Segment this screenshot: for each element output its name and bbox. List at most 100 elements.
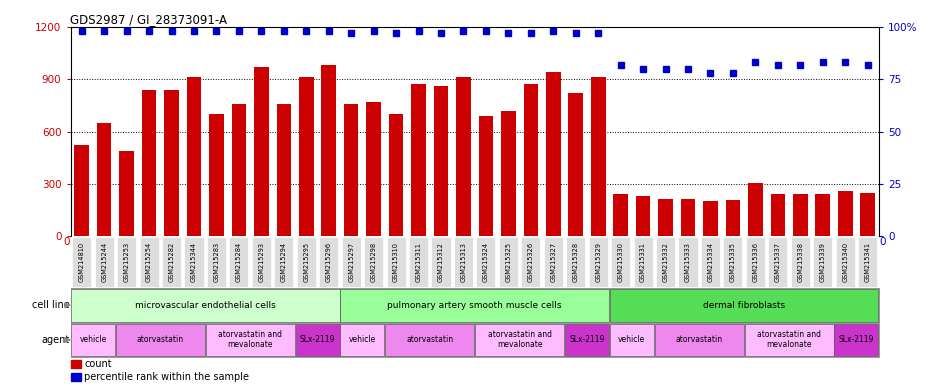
Bar (591, 78, 605, 236)
Text: GSM215340: GSM215340 (842, 242, 848, 282)
Bar (276, 104, 291, 236)
FancyBboxPatch shape (385, 324, 475, 356)
Bar (97, 123, 112, 236)
FancyBboxPatch shape (72, 237, 91, 287)
FancyBboxPatch shape (475, 324, 564, 356)
Bar (299, 78, 314, 236)
FancyBboxPatch shape (588, 237, 608, 287)
Text: GSM215254: GSM215254 (146, 242, 152, 282)
Text: GSM215324: GSM215324 (483, 242, 489, 282)
Text: GSM215294: GSM215294 (281, 242, 287, 282)
Bar (231, 104, 246, 236)
FancyBboxPatch shape (454, 237, 473, 287)
Bar (658, 199, 673, 236)
Text: GSM215335: GSM215335 (730, 242, 736, 282)
Text: SLx-2119: SLx-2119 (570, 335, 604, 344)
FancyBboxPatch shape (229, 237, 248, 287)
FancyBboxPatch shape (116, 324, 205, 356)
Text: vehicle: vehicle (619, 335, 646, 344)
Text: agent: agent (41, 335, 70, 345)
FancyBboxPatch shape (364, 237, 384, 287)
FancyBboxPatch shape (340, 289, 609, 321)
Text: GSM215298: GSM215298 (370, 242, 377, 282)
Bar (367, 102, 381, 236)
Text: SLx-2119: SLx-2119 (838, 335, 874, 344)
Text: GSM215284: GSM215284 (236, 242, 242, 282)
Bar (703, 201, 718, 236)
Bar (389, 114, 403, 236)
Text: GSM215326: GSM215326 (528, 242, 534, 282)
FancyBboxPatch shape (297, 237, 316, 287)
Bar (501, 111, 516, 236)
Text: GSM215339: GSM215339 (820, 242, 825, 282)
Text: GSM215282: GSM215282 (168, 242, 175, 282)
Text: GSM215344: GSM215344 (191, 242, 197, 282)
FancyBboxPatch shape (206, 324, 294, 356)
Bar (569, 93, 583, 236)
Text: GSM215253: GSM215253 (124, 242, 130, 282)
FancyBboxPatch shape (184, 237, 204, 287)
FancyBboxPatch shape (386, 237, 406, 287)
Text: pulmonary artery smooth muscle cells: pulmonary artery smooth muscle cells (387, 301, 562, 310)
Bar (187, 78, 201, 236)
Text: atorvastatin: atorvastatin (406, 335, 453, 344)
Text: GSM214810: GSM214810 (79, 242, 85, 282)
FancyBboxPatch shape (118, 237, 136, 287)
Bar (546, 72, 560, 236)
Text: atorvastatin and
mevalonate: atorvastatin and mevalonate (488, 331, 552, 349)
Text: GSM215341: GSM215341 (865, 242, 870, 282)
FancyBboxPatch shape (858, 237, 877, 287)
FancyBboxPatch shape (70, 289, 339, 321)
Bar (74, 146, 89, 236)
Bar (210, 114, 224, 236)
FancyBboxPatch shape (162, 237, 181, 287)
Bar (860, 192, 875, 236)
Text: vehicle: vehicle (79, 335, 106, 344)
Bar (70, 373, 81, 381)
Text: SLx-2119: SLx-2119 (300, 335, 336, 344)
FancyBboxPatch shape (611, 237, 630, 287)
FancyBboxPatch shape (836, 237, 854, 287)
Bar (681, 199, 696, 236)
FancyBboxPatch shape (745, 237, 765, 287)
Text: dermal fibroblasts: dermal fibroblasts (703, 301, 785, 310)
FancyBboxPatch shape (295, 324, 339, 356)
FancyBboxPatch shape (431, 237, 450, 287)
Text: 0: 0 (64, 237, 70, 247)
Bar (614, 194, 628, 236)
FancyBboxPatch shape (252, 237, 271, 287)
Bar (748, 183, 762, 236)
Text: GSM215310: GSM215310 (393, 242, 399, 282)
Text: GSM215283: GSM215283 (213, 242, 219, 282)
Bar (70, 360, 81, 368)
Text: atorvastatin: atorvastatin (676, 335, 723, 344)
Text: GSM215313: GSM215313 (461, 242, 466, 282)
Text: atorvastatin and
mevalonate: atorvastatin and mevalonate (757, 331, 821, 349)
FancyBboxPatch shape (566, 237, 586, 287)
Bar (412, 84, 426, 236)
FancyBboxPatch shape (341, 237, 361, 287)
FancyBboxPatch shape (634, 237, 652, 287)
FancyBboxPatch shape (679, 237, 697, 287)
Bar (793, 194, 807, 236)
FancyBboxPatch shape (656, 237, 675, 287)
Text: GSM215244: GSM215244 (102, 242, 107, 282)
Text: atorvastatin: atorvastatin (136, 335, 184, 344)
FancyBboxPatch shape (70, 324, 115, 356)
FancyBboxPatch shape (610, 289, 879, 321)
FancyBboxPatch shape (543, 237, 563, 287)
Text: vehicle: vehicle (349, 335, 376, 344)
FancyBboxPatch shape (813, 237, 832, 287)
Bar (254, 67, 269, 236)
FancyBboxPatch shape (139, 237, 159, 287)
Bar (478, 116, 494, 236)
Text: GSM215338: GSM215338 (797, 242, 804, 282)
Text: GSM215334: GSM215334 (708, 242, 713, 282)
Text: GSM215311: GSM215311 (415, 242, 421, 282)
FancyBboxPatch shape (274, 237, 293, 287)
Text: percentile rank within the sample: percentile rank within the sample (85, 372, 249, 382)
FancyBboxPatch shape (477, 237, 495, 287)
Bar (771, 194, 785, 236)
Bar (838, 191, 853, 236)
Bar (321, 65, 336, 236)
